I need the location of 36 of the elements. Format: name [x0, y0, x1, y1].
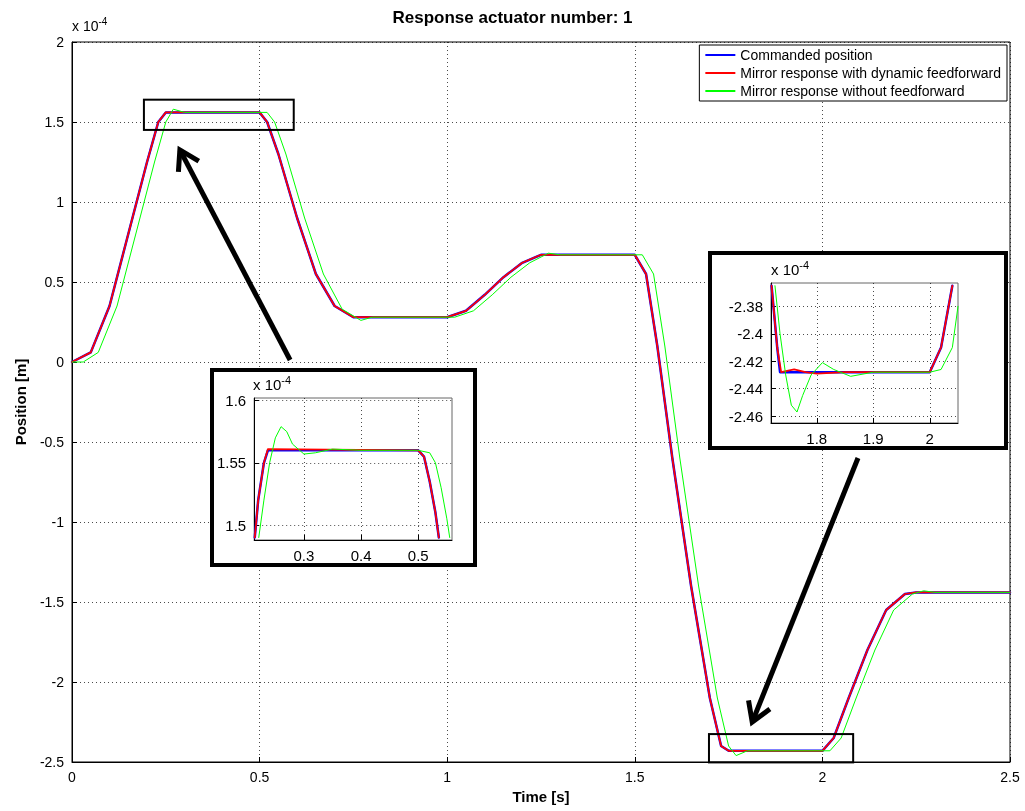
y-tick-label: -2 — [51, 674, 65, 690]
y-tick-label: 1.6 — [225, 391, 247, 409]
x-tick-label: 0 — [68, 769, 77, 785]
y-tick-label: -1 — [51, 514, 65, 530]
y-tick-label: -2.44 — [728, 380, 763, 398]
x-tick-label: 0.5 — [249, 769, 270, 785]
y-axis-title: Position [m] — [12, 358, 29, 446]
y-tick-label: 2 — [56, 34, 65, 50]
y-tick-label: -0.5 — [39, 434, 65, 450]
y-tick-label: 0 — [56, 354, 65, 370]
x-tick-label: 0.3 — [293, 547, 315, 564]
y-tick-label: -1.5 — [39, 594, 65, 610]
y-tick-label: 1.55 — [216, 454, 247, 472]
y-tick-label: -2.38 — [728, 297, 763, 315]
y-tick-label: 0.5 — [44, 274, 65, 290]
y-tick-label: -2.4 — [737, 325, 763, 343]
x-tick-label: 1.8 — [806, 430, 828, 447]
chart-title: Response actuator number: 1 — [392, 8, 633, 27]
x-tick-label: 2 — [818, 769, 827, 785]
x-tick-label: 0.4 — [350, 547, 372, 564]
legend-label: Commanded position — [740, 47, 873, 63]
y-tick-label: -2.5 — [39, 754, 65, 770]
y-tick-label: 1 — [56, 194, 65, 210]
x-tick-label: 2.5 — [1000, 769, 1020, 785]
y-tick-label: 1.5 — [44, 114, 65, 130]
y-tick-label: -2.46 — [728, 407, 763, 425]
legend-label: Mirror response with dynamic feedforward — [740, 65, 1001, 81]
x-tick-label: 0.5 — [407, 547, 429, 564]
x-axis-title: Time [s] — [512, 787, 570, 805]
y-tick-label: 1.5 — [225, 516, 247, 534]
x-tick-label: 1.5 — [625, 769, 645, 785]
legend-label: Mirror response without feedforward — [740, 83, 965, 99]
x-tick-label: 2 — [925, 430, 934, 447]
x-tick-label: 1.9 — [862, 430, 884, 447]
x-tick-label: 1 — [443, 769, 452, 785]
y-tick-label: -2.42 — [728, 352, 763, 370]
